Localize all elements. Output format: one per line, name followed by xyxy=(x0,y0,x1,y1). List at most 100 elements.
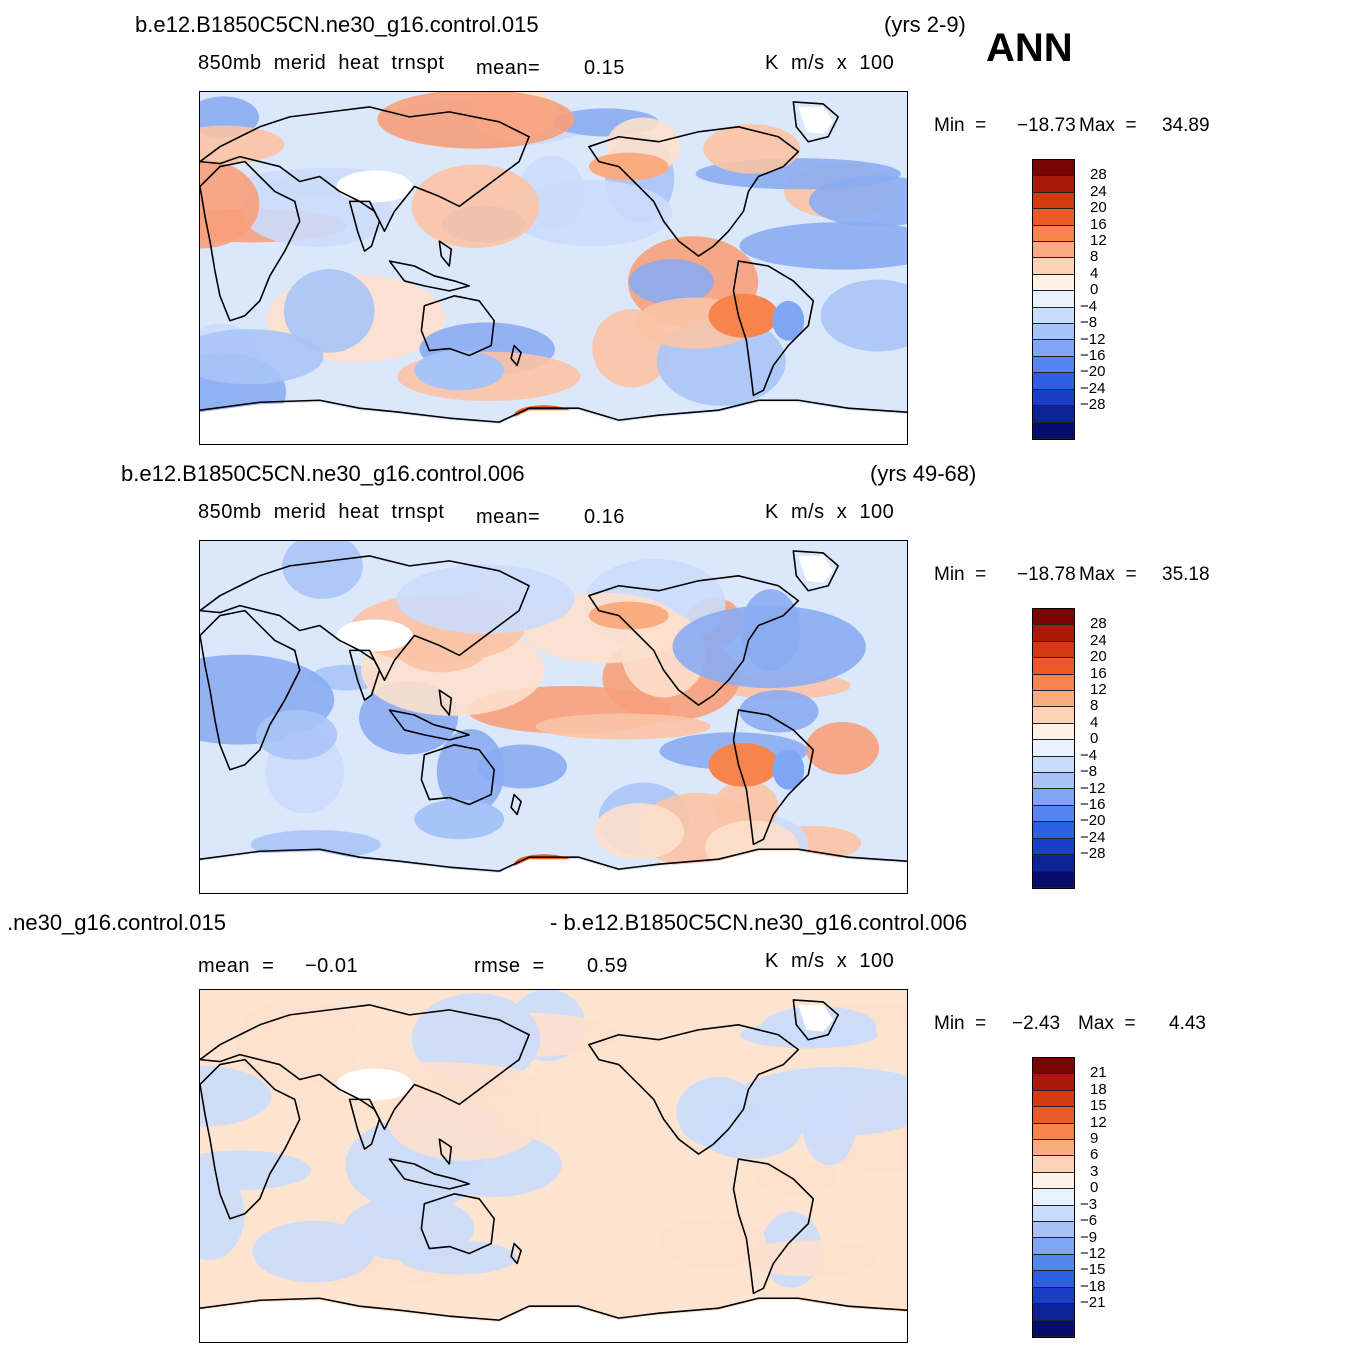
colorbar-tick-label: 4 xyxy=(1090,264,1099,282)
colorbar-segment xyxy=(1033,422,1074,439)
colorbar-tick-label: 0 xyxy=(1090,730,1099,748)
colorbar-segment xyxy=(1033,406,1074,423)
panel1-max-label: Max = xyxy=(1079,115,1137,136)
colorbar-segment xyxy=(1033,789,1074,806)
panel3-colorbar xyxy=(1032,1057,1075,1338)
colorbar-segment xyxy=(1033,871,1074,888)
panel2-min-label: Min = xyxy=(934,564,987,585)
colorbar-tick-label: 15 xyxy=(1090,1097,1107,1115)
colorbar-segment xyxy=(1033,1320,1074,1337)
colorbar-tick-label: −28 xyxy=(1080,396,1106,414)
panel2-mean-label: mean= xyxy=(476,506,541,528)
panel2-max-label: Max = xyxy=(1079,564,1137,585)
colorbar-tick-label: 6 xyxy=(1090,1146,1099,1164)
colorbar-segment xyxy=(1033,1074,1074,1091)
colorbar-segment xyxy=(1033,1222,1074,1239)
colorbar-segment xyxy=(1033,1189,1074,1206)
panel3-rmse-value: 0.59 xyxy=(587,955,628,977)
colorbar-tick-label: 20 xyxy=(1090,199,1107,217)
colorbar-segment xyxy=(1033,1107,1074,1124)
colorbar-tick-label: −12 xyxy=(1080,330,1106,348)
colorbar-tick-label: −20 xyxy=(1080,363,1106,381)
colorbar-segment xyxy=(1033,609,1074,626)
colorbar-tick-label: −21 xyxy=(1080,1294,1106,1312)
colorbar-segment xyxy=(1033,740,1074,757)
colorbar-segment xyxy=(1033,1238,1074,1255)
panel3-units: K m/s x 100 xyxy=(765,950,895,972)
colorbar-segment xyxy=(1033,160,1074,177)
colorbar-segment xyxy=(1033,838,1074,856)
colorbar-tick-label: −4 xyxy=(1080,746,1098,764)
panel3-case-title-left: .ne30_g16.control.015 xyxy=(7,910,226,935)
colorbar-tick-label: −3 xyxy=(1080,1195,1098,1213)
colorbar-tick-label: −16 xyxy=(1080,346,1106,364)
colorbar-segment xyxy=(1033,1304,1074,1321)
colorbar-segment xyxy=(1033,291,1074,308)
panel2-map xyxy=(199,540,908,894)
colorbar-tick-label: 4 xyxy=(1090,713,1099,731)
colorbar-tick-label: −4 xyxy=(1080,297,1098,315)
colorbar-segment xyxy=(1033,1123,1074,1141)
colorbar-tick-label: 0 xyxy=(1090,281,1099,299)
colorbar-segment xyxy=(1033,756,1074,774)
panel2-colorbar xyxy=(1032,608,1075,889)
colorbar-segment xyxy=(1033,658,1074,675)
colorbar-tick-label: −20 xyxy=(1080,812,1106,830)
colorbar-segment xyxy=(1033,258,1074,275)
colorbar-tick-label: −24 xyxy=(1080,379,1106,397)
colorbar-segment xyxy=(1033,641,1074,659)
panel1-mean-label: mean= xyxy=(476,57,541,79)
colorbar-segment xyxy=(1033,674,1074,692)
panel2-units: K m/s x 100 xyxy=(765,501,895,523)
panel1-min-label: Min = xyxy=(934,115,987,136)
map-field xyxy=(200,92,907,444)
colorbar-tick-label: −24 xyxy=(1080,828,1106,846)
colorbar-tick-label: −28 xyxy=(1080,845,1106,863)
map-field xyxy=(200,541,907,893)
colorbar-segment xyxy=(1033,805,1074,823)
colorbar-tick-label: 12 xyxy=(1090,1113,1107,1131)
colorbar-segment xyxy=(1033,1205,1074,1223)
panel2-max-value: 35.18 xyxy=(1162,564,1210,585)
colorbar-tick-label: −12 xyxy=(1080,779,1106,797)
colorbar-segment xyxy=(1033,822,1074,839)
panel3-map xyxy=(199,989,908,1343)
colorbar-tick-label: −8 xyxy=(1080,314,1098,332)
colorbar-segment xyxy=(1033,1254,1074,1272)
panel2-mean-value: 0.16 xyxy=(584,506,625,528)
panel1-map xyxy=(199,91,908,445)
colorbar-segment xyxy=(1033,324,1074,341)
colorbar-segment xyxy=(1033,1172,1074,1190)
panel1-years: (yrs 2-9) xyxy=(884,12,966,37)
colorbar-tick-label: 20 xyxy=(1090,648,1107,666)
colorbar-segment xyxy=(1033,855,1074,872)
colorbar-tick-label: 18 xyxy=(1090,1080,1107,1098)
colorbar-segment xyxy=(1033,723,1074,741)
colorbar-segment xyxy=(1033,307,1074,325)
colorbar-segment xyxy=(1033,373,1074,390)
colorbar-segment xyxy=(1033,773,1074,790)
panel2-min-value: −18.78 xyxy=(1017,564,1076,585)
colorbar-segment xyxy=(1033,225,1074,243)
colorbar-tick-label: −18 xyxy=(1080,1277,1106,1295)
colorbar-tick-label: −8 xyxy=(1080,763,1098,781)
panel1-variable: 850mb merid heat trnspt xyxy=(198,52,445,74)
colorbar-tick-label: 12 xyxy=(1090,681,1107,699)
colorbar-segment xyxy=(1033,1287,1074,1305)
colorbar-tick-label: −15 xyxy=(1080,1261,1106,1279)
colorbar-segment xyxy=(1033,1271,1074,1288)
colorbar-segment xyxy=(1033,242,1074,259)
panel1-max-value: 34.89 xyxy=(1162,115,1210,136)
colorbar-segment xyxy=(1033,192,1074,210)
colorbar-tick-label: 16 xyxy=(1090,215,1107,233)
panel3-min-label: Min = xyxy=(934,1013,987,1034)
panel2-years: (yrs 49-68) xyxy=(870,461,977,486)
colorbar-tick-label: −12 xyxy=(1080,1244,1106,1262)
colorbar-tick-label: 8 xyxy=(1090,697,1099,715)
colorbar-segment xyxy=(1033,1090,1074,1108)
panel1-colorbar xyxy=(1032,159,1075,440)
season-label: ANN xyxy=(986,26,1073,70)
colorbar-tick-label: 12 xyxy=(1090,232,1107,250)
panel3-mean-label: mean = xyxy=(198,955,275,977)
colorbar-tick-label: 24 xyxy=(1090,631,1107,649)
